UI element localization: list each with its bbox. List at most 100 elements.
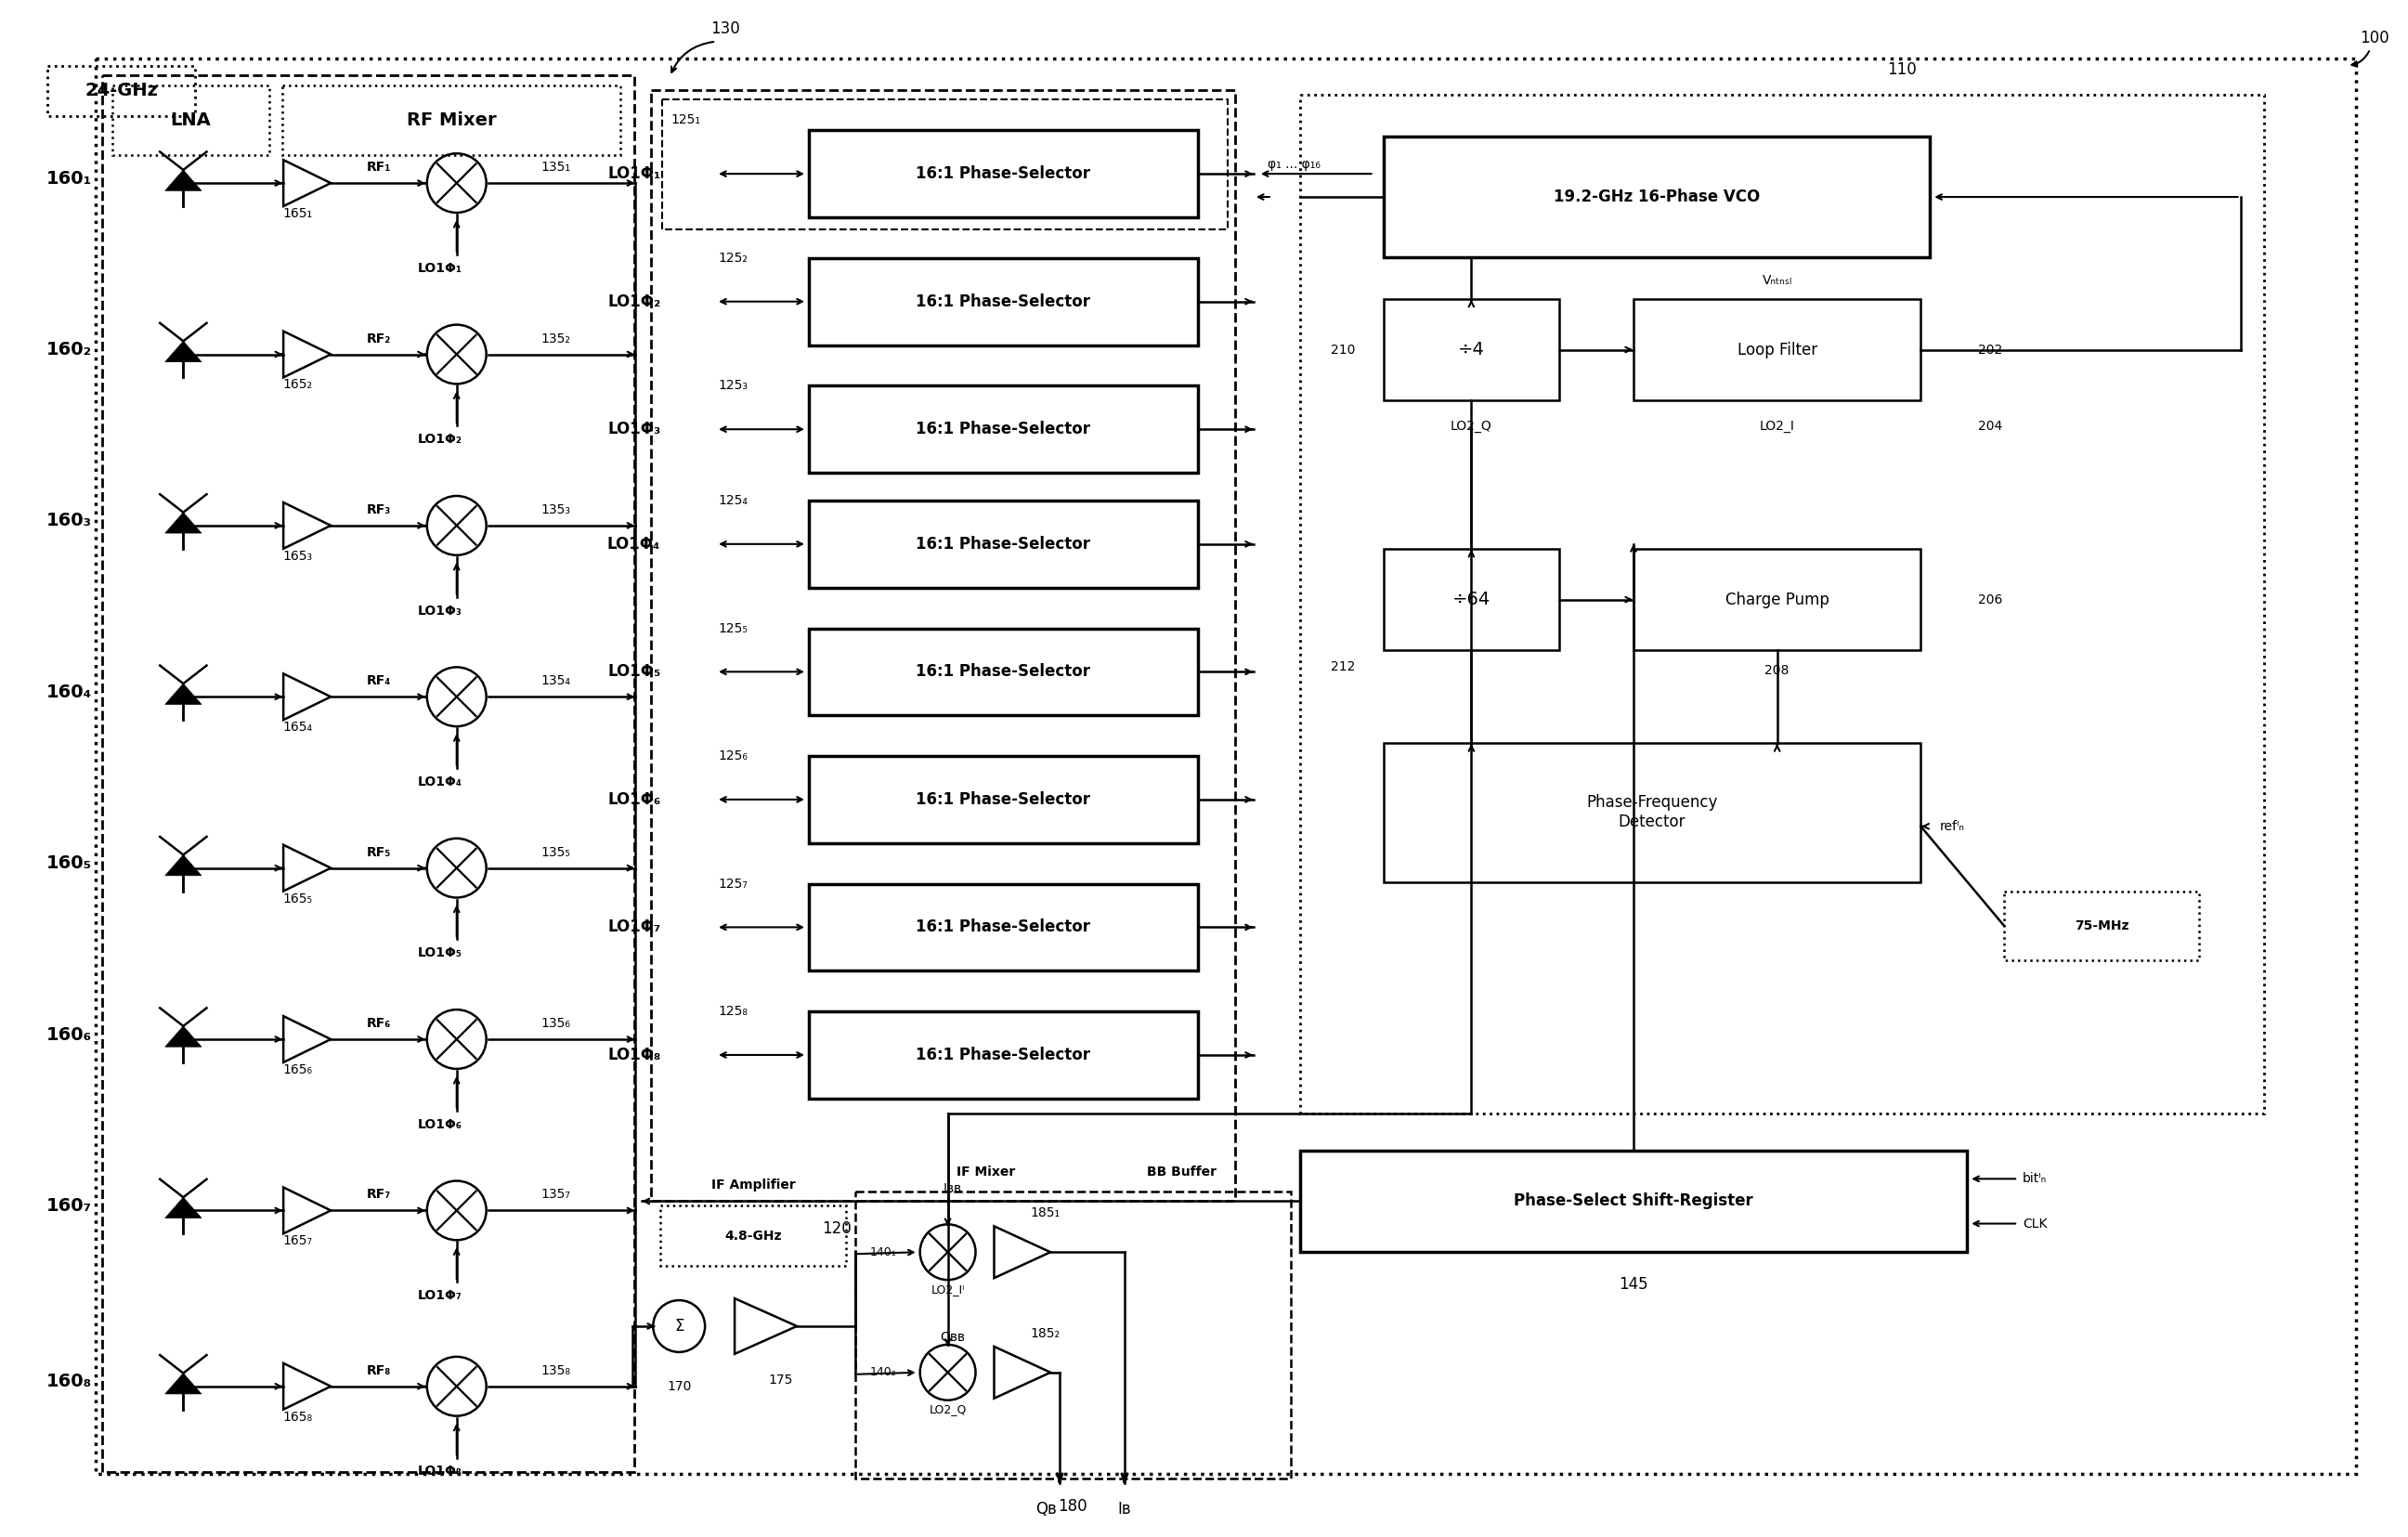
Text: 16:1 Phase-Selector: 16:1 Phase-Selector — [915, 664, 1091, 681]
Text: 165₃: 165₃ — [282, 550, 313, 563]
Text: RF₇: RF₇ — [366, 1188, 390, 1202]
Bar — [809, 258, 1197, 344]
Polygon shape — [166, 684, 202, 704]
Text: ÷4: ÷4 — [1457, 341, 1486, 358]
Text: RF₈: RF₈ — [366, 1365, 390, 1377]
Bar — [1382, 298, 1560, 401]
Text: 125₇: 125₇ — [718, 878, 746, 890]
Text: bitᴵₙ: bitᴵₙ — [2023, 1173, 2047, 1185]
Text: LO1Φ₁: LO1Φ₁ — [417, 261, 462, 275]
Text: 16:1 Phase-Selector: 16:1 Phase-Selector — [915, 792, 1091, 808]
Text: $\Sigma$: $\Sigma$ — [674, 1317, 684, 1334]
Text: 165₄: 165₄ — [282, 721, 313, 733]
Bar — [1382, 549, 1560, 650]
Text: 125₅: 125₅ — [718, 622, 746, 635]
Text: 165₅: 165₅ — [282, 891, 313, 905]
Text: 185₁: 185₁ — [1031, 1207, 1060, 1220]
Text: CLK: CLK — [2023, 1217, 2047, 1230]
Text: 165₈: 165₈ — [282, 1411, 313, 1423]
Text: 110: 110 — [1888, 61, 1917, 77]
Text: LO1Φ₅: LO1Φ₅ — [607, 664, 660, 681]
Text: Loop Filter: Loop Filter — [1736, 341, 1818, 358]
Text: LO1Φ₆: LO1Φ₆ — [417, 1117, 462, 1131]
Text: 125₄: 125₄ — [718, 493, 746, 507]
Bar — [1300, 95, 2264, 1113]
Bar — [2003, 891, 2199, 961]
Text: 165₇: 165₇ — [282, 1234, 313, 1248]
Text: 135₆: 135₆ — [542, 1017, 571, 1030]
Text: 16:1 Phase-Selector: 16:1 Phase-Selector — [915, 166, 1091, 183]
Bar — [809, 386, 1197, 473]
Text: 135₄: 135₄ — [542, 675, 571, 687]
Text: LO1Φ₈: LO1Φ₈ — [607, 1047, 660, 1064]
Bar — [662, 100, 1228, 229]
Text: 125₂: 125₂ — [718, 252, 746, 264]
Bar — [1382, 742, 1922, 882]
Polygon shape — [166, 512, 202, 533]
Text: BB Buffer: BB Buffer — [1146, 1165, 1216, 1177]
Text: 16:1 Phase-Selector: 16:1 Phase-Selector — [915, 536, 1091, 552]
Bar — [1633, 298, 1922, 401]
Bar — [1382, 137, 1931, 257]
Text: LO1Φ₄: LO1Φ₄ — [417, 776, 462, 788]
Text: 160₆: 160₆ — [46, 1025, 92, 1044]
Text: LO1Φ₂: LO1Φ₂ — [607, 294, 660, 310]
Text: 175: 175 — [768, 1374, 792, 1386]
Text: LO1Φ₈: LO1Φ₈ — [417, 1465, 462, 1479]
Text: Iʙʙ: Iʙʙ — [944, 1182, 961, 1196]
Text: 160₃: 160₃ — [46, 512, 92, 530]
Text: LO1Φ₃: LO1Φ₃ — [417, 604, 462, 618]
Bar — [809, 501, 1197, 587]
Text: 165₂: 165₂ — [282, 378, 313, 392]
Text: 120: 120 — [821, 1220, 852, 1237]
Text: ÷64: ÷64 — [1452, 590, 1491, 609]
Text: 140₁: 140₁ — [869, 1247, 896, 1259]
Bar — [809, 629, 1197, 715]
Text: RF₂: RF₂ — [366, 332, 390, 346]
Text: LO1Φ₄: LO1Φ₄ — [607, 536, 660, 552]
Text: 165₁: 165₁ — [282, 207, 313, 220]
Text: Iʙ: Iʙ — [1117, 1502, 1132, 1519]
Bar — [282, 86, 621, 155]
Text: 130: 130 — [710, 20, 739, 37]
Bar — [660, 1207, 845, 1266]
Bar — [650, 91, 1235, 1202]
Text: 16:1 Phase-Selector: 16:1 Phase-Selector — [915, 919, 1091, 936]
Text: 140₂: 140₂ — [869, 1366, 896, 1379]
Text: LO2_Q: LO2_Q — [1450, 420, 1493, 433]
Polygon shape — [166, 1027, 202, 1047]
Text: 160₇: 160₇ — [46, 1197, 92, 1214]
Text: 208: 208 — [1765, 664, 1789, 678]
Bar — [48, 66, 195, 117]
Text: 160₈: 160₈ — [46, 1373, 92, 1391]
Polygon shape — [166, 341, 202, 361]
Text: 185₂: 185₂ — [1031, 1326, 1060, 1340]
Text: 24-GHz: 24-GHz — [84, 81, 159, 100]
Bar — [809, 756, 1197, 842]
Polygon shape — [166, 171, 202, 191]
Text: 125₈: 125₈ — [718, 1005, 746, 1017]
Bar — [855, 1193, 1291, 1479]
Text: φ₁ ... φ₁₆: φ₁ ... φ₁₆ — [1267, 158, 1320, 171]
Text: LO1Φ₂: LO1Φ₂ — [417, 433, 462, 446]
Text: 135₂: 135₂ — [542, 332, 571, 346]
Text: 16:1 Phase-Selector: 16:1 Phase-Selector — [915, 1047, 1091, 1064]
Polygon shape — [166, 1197, 202, 1217]
Text: Phase-Select Shift-Register: Phase-Select Shift-Register — [1515, 1193, 1753, 1210]
Text: 135₈: 135₈ — [542, 1365, 571, 1377]
Text: LO1Φ₅: LO1Φ₅ — [417, 947, 462, 959]
Text: refᴵₙ: refᴵₙ — [1938, 819, 1965, 833]
Text: 125₃: 125₃ — [718, 380, 746, 392]
Bar — [809, 884, 1197, 971]
Text: 135₃: 135₃ — [542, 503, 571, 516]
Text: 19.2-GHz 16-Phase VCO: 19.2-GHz 16-Phase VCO — [1553, 189, 1760, 206]
Text: 170: 170 — [667, 1380, 691, 1393]
Text: Qʙ: Qʙ — [1035, 1502, 1057, 1519]
Text: LO2_Iⁱ: LO2_Iⁱ — [932, 1283, 966, 1296]
Text: 135₇: 135₇ — [542, 1188, 571, 1202]
Text: 160₂: 160₂ — [46, 341, 92, 358]
Polygon shape — [166, 1373, 202, 1394]
Text: 160₄: 160₄ — [46, 684, 92, 701]
Text: 160₁: 160₁ — [46, 169, 92, 188]
Text: RF₄: RF₄ — [366, 675, 390, 687]
